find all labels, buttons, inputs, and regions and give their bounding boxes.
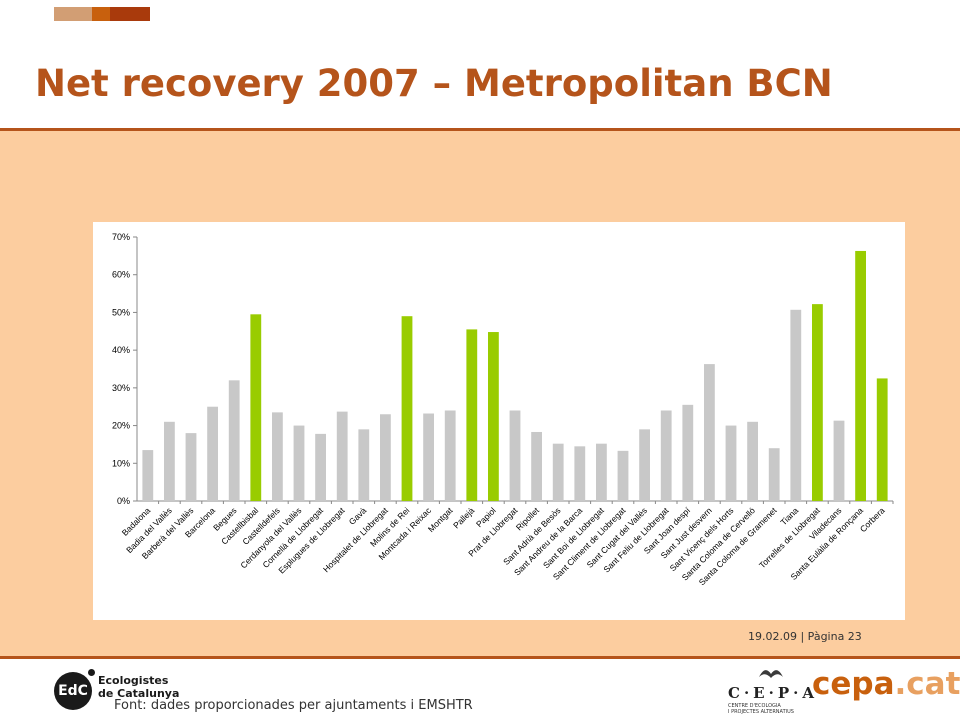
bar [725, 425, 737, 501]
bar [358, 429, 370, 501]
edc-logo-dot [88, 669, 95, 676]
bar [552, 443, 564, 501]
bar [164, 421, 175, 501]
cepa-web-logo: cepa.cat [812, 666, 960, 702]
edc-name-line2: de Catalunya [98, 687, 180, 700]
bar [250, 314, 262, 501]
bar [315, 433, 326, 501]
bar [509, 410, 521, 501]
decor-bar-rust [110, 7, 150, 21]
page-info: 19.02.09 | Pàgina 23 [748, 630, 862, 643]
decor-bar-tan [54, 7, 92, 21]
bar [293, 425, 305, 501]
bar [423, 413, 434, 501]
cepa-sub-line1: CENTRE D'ECOLOGIA [728, 703, 781, 709]
y-tick-label: 0% [117, 496, 130, 506]
bar [812, 304, 823, 501]
bar [790, 309, 802, 501]
bar [228, 380, 240, 501]
bar [660, 410, 672, 501]
edc-logo: EdC [54, 672, 92, 710]
bar [855, 250, 866, 501]
bar [574, 446, 586, 501]
cepa-subtitle: CENTRE D'ECOLOGIA I PROJECTES ALTERNATIU… [728, 703, 794, 715]
bar [596, 443, 607, 501]
cepa-acronym: C·E·P·A [728, 684, 818, 702]
y-tick-label: 50% [112, 307, 130, 317]
edc-org-name: Ecologistes de Catalunya [98, 674, 179, 700]
bar [336, 411, 348, 501]
bar [876, 378, 888, 501]
decor-bar-orange [92, 7, 110, 21]
chart-area: 0% 10% 20% 30% 40% 50% 60% 70% Badalona Badia del… [93, 222, 905, 620]
x-tick-label: Montgat [426, 505, 455, 534]
y-tick-label: 70% [112, 232, 130, 242]
y-tick-label: 40% [112, 345, 130, 355]
bar [747, 421, 758, 501]
bar [272, 412, 283, 501]
bar [466, 329, 478, 501]
source-note: Font: dades proporcionades per ajuntamen… [114, 698, 473, 713]
y-tick-label: 30% [112, 383, 130, 393]
bar [488, 332, 499, 501]
bar [401, 316, 413, 501]
bar [682, 404, 694, 501]
bar [617, 450, 629, 501]
y-tick-label: 10% [112, 458, 130, 468]
bar [833, 420, 845, 501]
bar [207, 406, 218, 501]
bar [142, 450, 154, 501]
y-tick-label: 60% [112, 270, 130, 280]
x-tick-label: Corbera [858, 505, 887, 534]
bird-icon [759, 670, 783, 678]
y-tick-label: 20% [112, 421, 130, 431]
cepa-web-main: cepa [812, 666, 895, 702]
x-tick-label: Pallejà [451, 505, 476, 530]
bar [444, 410, 456, 501]
cepa-sub-line2: I PROJECTES ALTERNATIUS [728, 709, 794, 715]
bar [380, 414, 391, 501]
edc-name-line1: Ecologistes [98, 674, 169, 687]
slide-title: Net recovery 2007 – Metropolitan BCN [35, 62, 833, 105]
bar [639, 429, 650, 501]
bar [704, 364, 715, 501]
cepa-web-tld: .cat [894, 666, 960, 702]
bar [768, 448, 780, 501]
bar [531, 431, 542, 501]
bar [185, 433, 197, 501]
